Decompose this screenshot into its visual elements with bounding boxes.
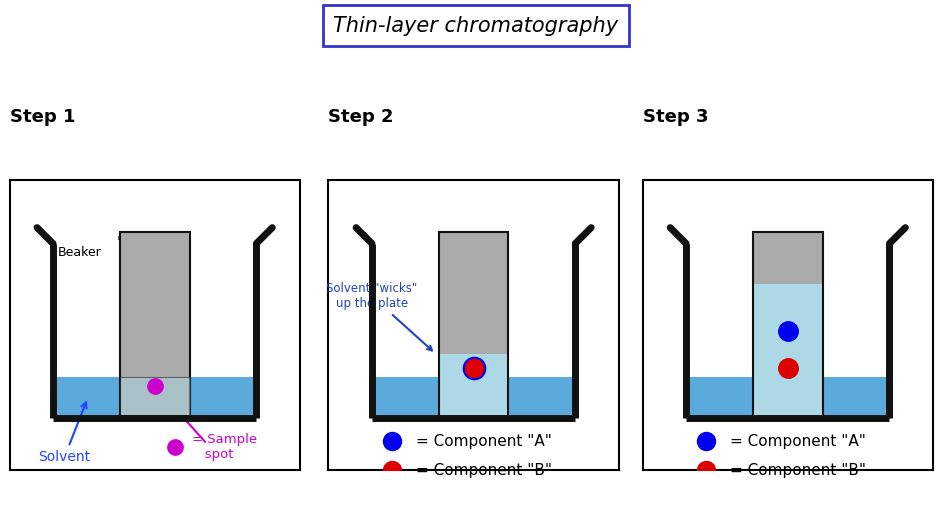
Bar [120,377,189,418]
Bar [753,284,823,418]
Bar [686,377,889,418]
Bar [372,377,575,418]
Bar [439,232,508,418]
Text: = Component "B": = Component "B" [730,463,865,477]
Bar [753,232,823,418]
Text: = Sample
   spot: = Sample spot [192,433,258,461]
Text: = Component "B": = Component "B" [415,463,551,477]
Text: = Component "A": = Component "A" [730,433,865,449]
Bar [753,232,823,284]
Text: Solvent: Solvent [38,402,90,464]
Bar [53,377,256,418]
Text: Step 3: Step 3 [643,108,708,126]
Text: Step 1: Step 1 [10,108,75,126]
Bar [120,232,189,418]
Text: "Plate": "Plate" [116,235,164,249]
Text: = Component "A": = Component "A" [415,433,551,449]
Text: Thin-layer chromatography: Thin-layer chromatography [333,16,619,36]
Bar [439,354,508,418]
Text: Solvent "wicks"
up the plate: Solvent "wicks" up the plate [327,282,432,351]
Text: Step 2: Step 2 [328,108,394,126]
Bar [439,232,508,354]
Text: Beaker: Beaker [57,246,101,259]
